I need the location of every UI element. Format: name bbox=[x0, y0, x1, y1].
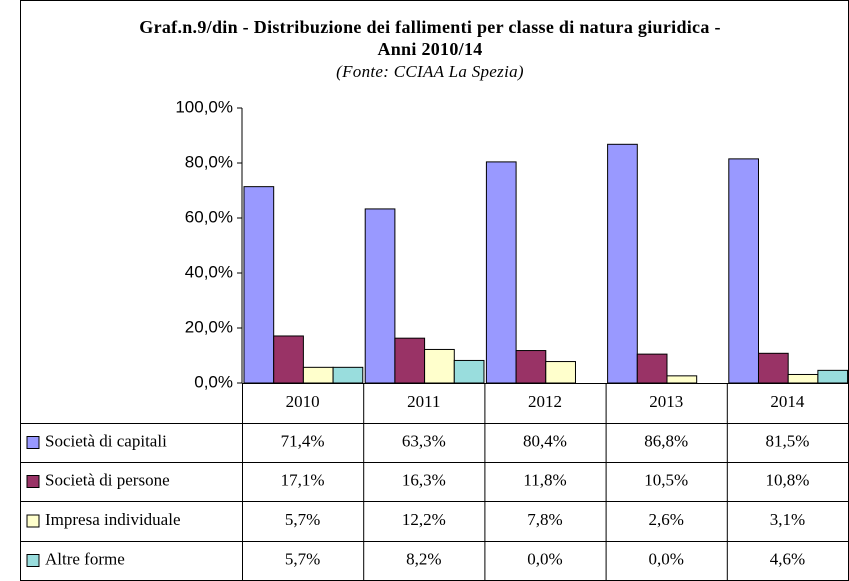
bar bbox=[607, 143, 638, 384]
bar bbox=[817, 369, 849, 384]
legend-label: Società di persone bbox=[45, 470, 170, 489]
table-value: 0,0% bbox=[648, 549, 683, 568]
table-value: 11,8% bbox=[523, 470, 566, 489]
bar bbox=[453, 359, 485, 384]
table-value: 8,2% bbox=[406, 549, 441, 568]
table-value: 5,7% bbox=[285, 510, 320, 529]
legend-swatch bbox=[26, 554, 40, 567]
chart-subtitle: (Fonte: CCIAA La Spezia) bbox=[336, 62, 524, 81]
bar bbox=[636, 353, 668, 384]
bar bbox=[787, 373, 819, 384]
table-value: 7,8% bbox=[527, 510, 562, 529]
table-value: 0,0% bbox=[527, 549, 562, 568]
table-value: 80,4% bbox=[523, 431, 567, 450]
bar bbox=[757, 352, 789, 384]
x-tick-label: 2010 bbox=[286, 392, 320, 411]
bar bbox=[364, 208, 396, 384]
legend-swatch bbox=[26, 436, 40, 449]
bar bbox=[243, 186, 275, 384]
bar bbox=[545, 361, 576, 384]
chart-border bbox=[20, 0, 849, 581]
table-value: 4,6% bbox=[770, 549, 805, 568]
y-tick-label: 80,0% bbox=[185, 152, 233, 171]
y-tick-label: 0,0% bbox=[194, 372, 233, 391]
table-value: 5,7% bbox=[285, 549, 320, 568]
bar bbox=[332, 366, 364, 384]
bar bbox=[394, 337, 426, 384]
x-tick-label: 2011 bbox=[407, 392, 440, 411]
bar bbox=[515, 350, 547, 384]
x-tick-label: 2013 bbox=[649, 392, 683, 411]
legend-label: Impresa individuale bbox=[45, 510, 181, 529]
table-value: 2,6% bbox=[648, 510, 683, 529]
x-tick-label: 2012 bbox=[528, 392, 562, 411]
bar bbox=[728, 158, 759, 384]
legend-label: Altre forme bbox=[45, 549, 125, 568]
table-value: 16,3% bbox=[402, 470, 446, 489]
table-value: 63,3% bbox=[402, 431, 446, 450]
table-value: 10,8% bbox=[765, 470, 809, 489]
table-value: 17,1% bbox=[281, 470, 325, 489]
table-value: 12,2% bbox=[402, 510, 446, 529]
bar bbox=[485, 161, 517, 384]
y-tick-label: 60,0% bbox=[185, 207, 233, 226]
legend-swatch bbox=[26, 475, 40, 488]
bar bbox=[666, 375, 698, 384]
bar bbox=[273, 335, 304, 384]
legend-swatch bbox=[26, 514, 40, 528]
table-value: 10,5% bbox=[644, 470, 688, 489]
bar bbox=[424, 348, 455, 384]
table-value: 3,1% bbox=[770, 510, 805, 529]
legend-label: Società di capitali bbox=[45, 431, 167, 450]
table-value: 71,4% bbox=[281, 431, 325, 450]
bar bbox=[302, 366, 334, 384]
y-tick-label: 40,0% bbox=[185, 262, 233, 281]
table-value: 86,8% bbox=[644, 431, 688, 450]
table-value: 81,5% bbox=[765, 431, 809, 450]
x-tick-label: 2014 bbox=[770, 392, 805, 411]
y-tick-label: 20,0% bbox=[185, 317, 233, 336]
chart-title: Graf.n.9/din - Distribuzione dei fallime… bbox=[139, 17, 721, 59]
y-tick-label: 100,0% bbox=[175, 97, 233, 116]
